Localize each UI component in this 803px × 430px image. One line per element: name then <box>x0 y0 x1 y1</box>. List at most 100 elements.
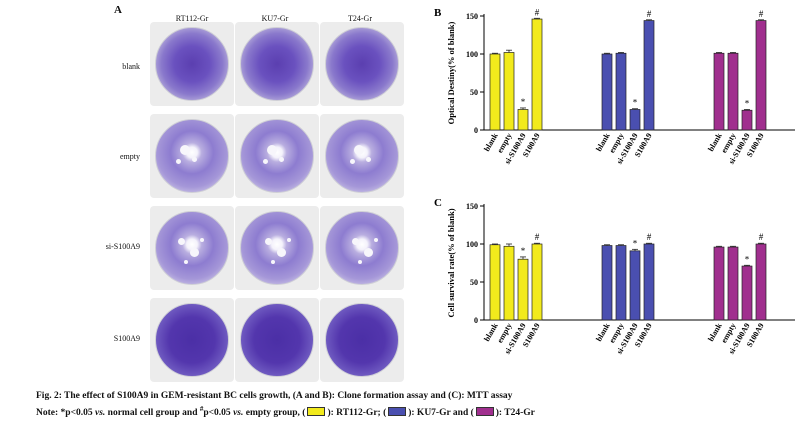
chart-b-y-axis-label: Optical Destiny(% of blank) <box>446 21 456 124</box>
chart-c-bar-t24-gr-empty <box>727 246 739 321</box>
legend-label-t24: ): T24-Gr <box>495 408 535 419</box>
chart-c-bar-ku7-gr-s100a9 <box>643 243 655 321</box>
chart-b-bar-ku7-gr-s100a9 <box>643 20 655 131</box>
dish-clear-spot <box>279 157 284 162</box>
dish-plate <box>240 211 314 285</box>
chart-b-y-tick-label: 50 <box>470 88 478 97</box>
dish-plate <box>325 119 399 193</box>
chart-b-bar-rt112-gr-si-s100a9 <box>517 109 529 131</box>
chart-c-bar-rt112-gr-blank <box>489 244 501 321</box>
figure-caption-note: Note: *p<0.05 vs. normal cell group and … <box>36 405 535 418</box>
legend-swatch-rt112 <box>307 407 326 417</box>
chart-b-y-tick-label: 150 <box>466 12 478 21</box>
column-header-ku7: KU7-Gr <box>261 14 289 23</box>
note-mid-2: p<0.05 <box>203 408 234 419</box>
dish-plate <box>325 303 399 377</box>
dish-clear-spot <box>354 145 364 155</box>
dish-photo-rt112-s100a9 <box>150 298 234 382</box>
legend-swatch-ku7 <box>388 407 407 417</box>
chart-cell-survival: C 0 50 100 150 Cell survival rate(% of blank)… <box>434 197 795 356</box>
note-mid-1: normal cell group and <box>105 408 200 419</box>
legend-label-rt112: ): RT112-Gr; ( <box>327 408 387 419</box>
chart-b-bar-ku7-gr-blank <box>601 53 613 131</box>
chart-b-bar-t24-gr-s100a9 <box>755 20 767 131</box>
dish-clear-spot <box>277 248 286 257</box>
note-vs-1: vs. <box>94 408 106 419</box>
dish-clear-spot <box>192 157 197 162</box>
chart-b-significance-mark: * <box>633 98 638 108</box>
chart-c-y-tick-label: 150 <box>466 202 478 211</box>
dish-photo-t24-s100a9 <box>320 298 404 382</box>
chart-c-y-tick-label: 50 <box>470 278 478 287</box>
note-prefix: Note: *p<0.05 <box>36 408 95 419</box>
chart-c-significance-mark: * <box>633 238 638 248</box>
chart-b-bar-ku7-gr-empty <box>615 52 627 131</box>
legend-label-ku7: ): KU7-Gr and ( <box>408 408 474 419</box>
chart-c-y-tick-label: 0 <box>474 316 478 325</box>
chart-b-bar-t24-gr-si-s100a9 <box>741 109 753 131</box>
dish-clear-spot <box>366 157 371 162</box>
panel-a-letter: A <box>114 4 122 16</box>
dish-clear-spot <box>190 248 199 257</box>
dish-clear-spot <box>176 159 181 164</box>
dish-photo-ku7-si-s100a9 <box>235 206 319 290</box>
column-header-rt112: RT112-Gr <box>175 14 209 23</box>
chart-b-significance-mark: # <box>647 9 652 19</box>
dish-plate <box>240 27 314 101</box>
note-hash: # <box>199 405 204 413</box>
dish-plate <box>240 119 314 193</box>
chart-b-significance-mark: * <box>745 98 750 108</box>
chart-c-significance-mark: # <box>647 232 652 242</box>
chart-c-bar-ku7-gr-empty <box>615 245 627 321</box>
dish-plate <box>155 303 229 377</box>
dish-photo-ku7-s100a9 <box>235 298 319 382</box>
dish-photo-t24-empty <box>320 114 404 198</box>
chart-c-panel-letter: C <box>434 197 442 209</box>
chart-c-y-axis-label: Cell survival rate(% of blank) <box>446 208 456 317</box>
chart-b-bar-t24-gr-blank <box>713 52 725 131</box>
dish-clear-spot <box>267 145 277 155</box>
dish-clear-spot <box>352 238 359 245</box>
chart-b-significance-mark: * <box>521 97 526 107</box>
chart-c-bar-rt112-gr-empty <box>503 245 515 321</box>
row-header-s100a9: S100A9 <box>113 334 140 343</box>
figure-caption-title: Fig. 2: The effect of S100A9 in GEM-resi… <box>36 391 513 401</box>
chart-c-bar-t24-gr-si-s100a9 <box>741 265 753 321</box>
chart-c-y-tick-label: 100 <box>466 240 478 249</box>
dish-plate <box>240 303 314 377</box>
dish-plate <box>155 119 229 193</box>
note-vs-2: vs. <box>233 408 244 419</box>
chart-b-y-tick-label: 100 <box>466 50 478 59</box>
chart-c-significance-mark: # <box>535 232 540 242</box>
chart-c-bar-t24-gr-s100a9 <box>755 243 767 321</box>
chart-c-bar-ku7-gr-si-s100a9 <box>629 250 641 321</box>
dish-plate <box>325 27 399 101</box>
dish-clear-spot <box>350 159 355 164</box>
dish-clear-spot <box>364 248 373 257</box>
note-mid-3: empty group, ( <box>243 408 306 419</box>
chart-b-bar-t24-gr-empty <box>727 52 739 131</box>
chart-b-panel-letter: B <box>434 7 442 19</box>
dish-clear-spot <box>178 238 185 245</box>
dish-clear-spot <box>287 238 291 242</box>
chart-c-bar-t24-gr-blank <box>713 246 725 321</box>
chart-b-y-tick-label: 0 <box>474 126 478 135</box>
chart-c-bar-rt112-gr-si-s100a9 <box>517 258 529 321</box>
chart-c-significance-mark: * <box>521 246 526 256</box>
legend-swatch-t24 <box>475 407 494 417</box>
row-header-empty: empty <box>120 152 140 161</box>
row-header-blank: blank <box>122 62 140 71</box>
chart-b-bar-rt112-gr-s100a9 <box>531 18 543 131</box>
chart-b-bar-ku7-gr-si-s100a9 <box>629 109 641 131</box>
dish-photo-t24-si-s100a9 <box>320 206 404 290</box>
dish-clear-spot <box>184 260 188 264</box>
chart-b-bar-rt112-gr-blank <box>489 53 501 131</box>
dish-photo-rt112-empty <box>150 114 234 198</box>
chart-c-significance-mark: # <box>759 232 764 242</box>
chart-c-significance-mark: * <box>745 254 750 264</box>
dish-plate <box>155 27 229 101</box>
dish-clear-spot <box>358 260 362 264</box>
dish-photo-t24-blank <box>320 22 404 106</box>
chart-b-significance-mark: # <box>759 9 764 19</box>
